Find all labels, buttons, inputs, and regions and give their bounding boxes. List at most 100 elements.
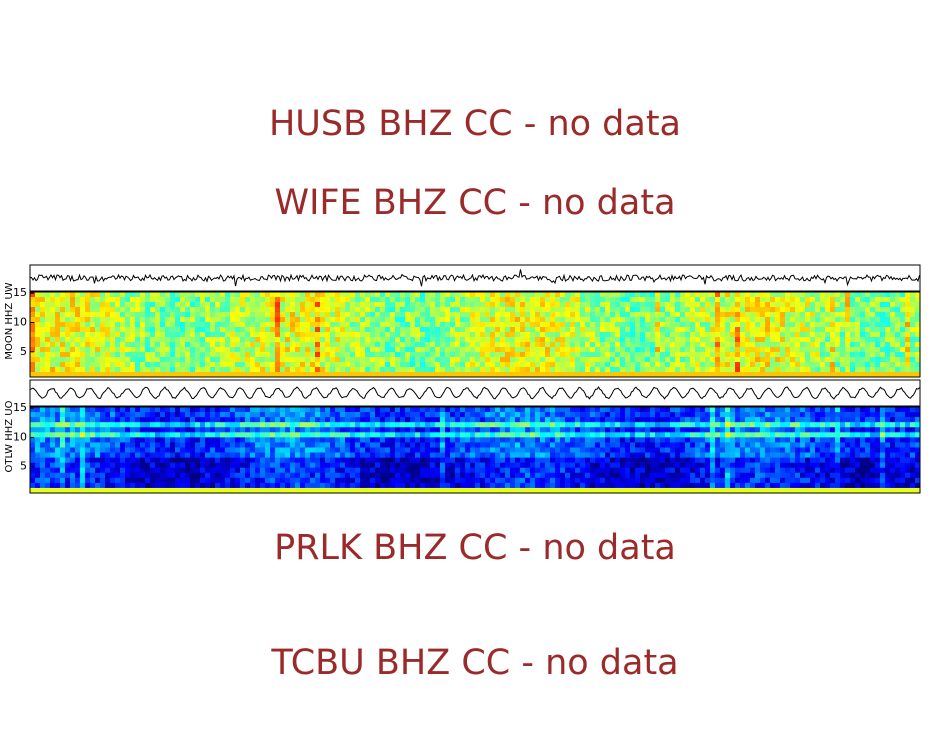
spectrogram-cell: [320, 352, 325, 358]
spectrogram-cell: [740, 342, 745, 348]
spectrogram-cell: [125, 302, 130, 308]
spectrogram-cell: [770, 357, 775, 363]
spectrogram-cell: [430, 477, 435, 484]
spectrogram-cell: [470, 347, 475, 353]
spectrogram-cell: [340, 457, 345, 463]
spectrogram-cell: [525, 472, 530, 479]
spectrogram-cell: [400, 327, 405, 333]
spectrogram-cell: [775, 347, 780, 353]
spectrogram-cell: [235, 362, 240, 368]
spectrogram-cell: [820, 367, 825, 373]
spectrogram-cell: [155, 472, 160, 479]
spectrogram-cell: [720, 337, 725, 343]
spectrogram-cell: [300, 477, 305, 484]
spectrogram-cell: [445, 447, 450, 453]
spectrogram-cell: [590, 367, 595, 373]
spectrogram-cell: [460, 457, 465, 463]
spectrogram-cell: [790, 342, 795, 348]
spectrogram-cell: [600, 317, 605, 323]
spectrogram-cell: [535, 417, 540, 423]
spectrogram-cell: [815, 317, 820, 323]
spectrogram-cell: [225, 447, 230, 453]
spectrogram-cell: [285, 447, 290, 453]
spectrogram-cell: [485, 352, 490, 358]
spectrogram-cell: [695, 327, 700, 333]
spectrogram-cell: [470, 322, 475, 328]
spectrogram-cell: [565, 322, 570, 328]
spectrogram-cell: [540, 422, 545, 428]
spectrogram-cell: [605, 337, 610, 343]
spectrogram-cell: [135, 432, 140, 438]
spectrogram-cell: [665, 332, 670, 338]
spectrogram-cell: [510, 357, 515, 363]
spectrogram-cell: [300, 427, 305, 433]
spectrogram-cell: [345, 482, 350, 489]
spectrogram-cell: [815, 307, 820, 313]
spectrogram-cell: [425, 307, 430, 313]
spectrogram-cell: [220, 342, 225, 348]
spectrogram-cell: [900, 317, 905, 323]
spectrogram-cell: [535, 477, 540, 484]
spectrogram-cell: [885, 327, 890, 333]
spectrogram-cell: [910, 312, 915, 318]
spectrogram-cell: [530, 352, 535, 358]
spectrogram-cell: [390, 307, 395, 313]
spectrogram-cell: [235, 307, 240, 313]
spectrogram-cell: [520, 357, 525, 363]
spectrogram-cell: [500, 487, 505, 494]
spectrogram-cell: [595, 447, 600, 453]
spectrogram-cell: [235, 347, 240, 353]
spectrogram-cell: [355, 432, 360, 438]
spectrogram-cell: [370, 452, 375, 458]
spectrogram-cell: [175, 437, 180, 443]
spectrogram-cell: [440, 482, 445, 489]
spectrogram-cell: [525, 367, 530, 373]
spectrogram-cell: [625, 347, 630, 353]
spectrogram-cell: [620, 362, 625, 368]
spectrogram-cell: [750, 307, 755, 313]
spectrogram-cell: [800, 292, 805, 298]
spectrogram-cell: [35, 412, 40, 418]
spectrogram-cell: [300, 417, 305, 423]
spectrogram-cell: [75, 322, 80, 328]
spectrogram-cell: [625, 307, 630, 313]
spectrogram-cell: [505, 362, 510, 368]
spectrogram-cell: [720, 352, 725, 358]
spectrogram-cell: [280, 447, 285, 453]
spectrogram-cell: [145, 372, 150, 378]
spectrogram-cell: [715, 307, 720, 313]
spectrogram-cell: [470, 302, 475, 308]
spectrogram-cell: [105, 322, 110, 328]
spectrogram-cell: [710, 372, 715, 378]
spectrogram-cell: [885, 357, 890, 363]
spectrogram-cell: [190, 447, 195, 453]
spectrogram-cell: [90, 452, 95, 458]
spectrogram-cell: [185, 407, 190, 413]
spectrogram-cell: [790, 327, 795, 333]
spectrogram-cell: [100, 362, 105, 368]
spectrogram-cell: [525, 422, 530, 428]
spectrogram-cell: [450, 332, 455, 338]
spectrogram-cell: [880, 357, 885, 363]
spectrogram-cell: [275, 367, 280, 373]
spectrogram-cell: [35, 342, 40, 348]
spectrogram-cell: [620, 357, 625, 363]
spectrogram-cell: [540, 452, 545, 458]
spectrogram-cell: [125, 457, 130, 463]
spectrogram-cell: [225, 437, 230, 443]
spectrogram-cell: [95, 372, 100, 378]
spectrogram-cell: [185, 302, 190, 308]
spectrogram-cell: [195, 447, 200, 453]
spectrogram-cell: [440, 372, 445, 378]
spectrogram-cell: [330, 317, 335, 323]
spectrogram-cell: [815, 357, 820, 363]
spectrogram-cell: [90, 332, 95, 338]
spectrogram-cell: [860, 337, 865, 343]
spectrogram-cell: [485, 367, 490, 373]
spectrogram-cell: [865, 327, 870, 333]
spectrogram-cell: [350, 337, 355, 343]
spectrogram-cell: [120, 477, 125, 484]
spectrogram-cell: [400, 457, 405, 463]
spectrogram-cell: [850, 302, 855, 308]
spectrogram-cell: [100, 427, 105, 433]
